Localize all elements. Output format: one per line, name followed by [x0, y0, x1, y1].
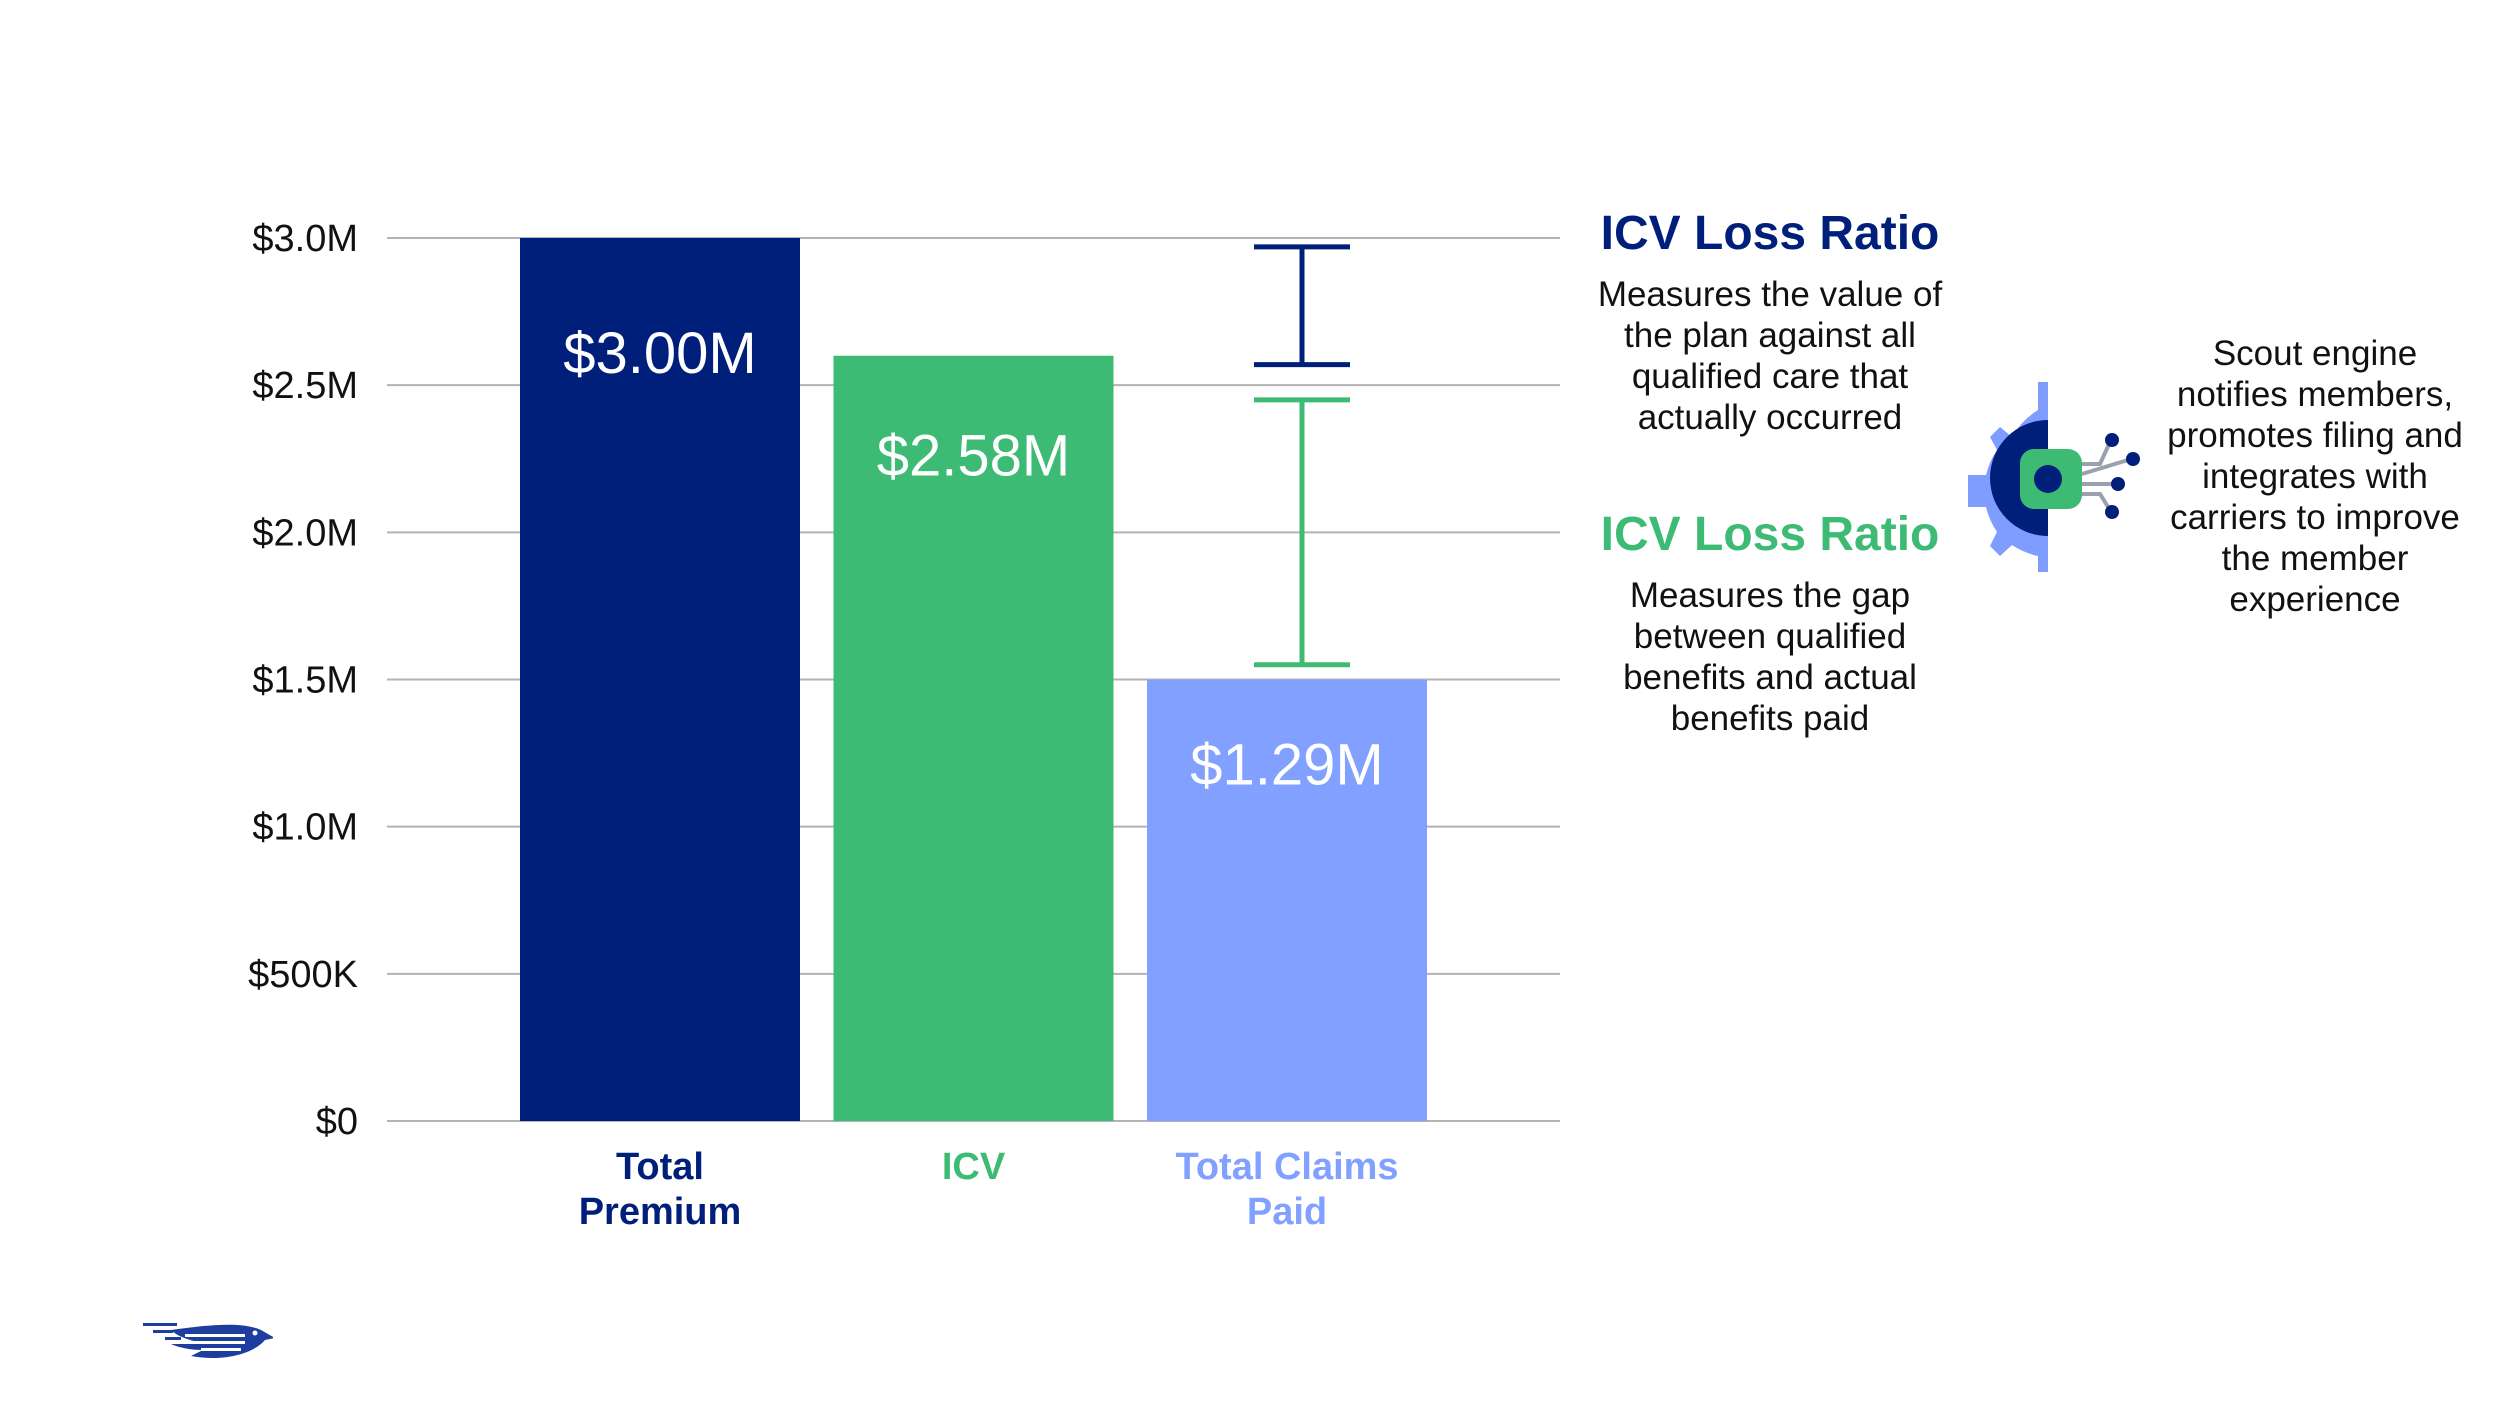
gear-chip-icon: [1968, 382, 2140, 572]
bar-total-premium: [520, 238, 800, 1121]
y-tick-label: $1.0M: [252, 807, 358, 849]
category-label: Premium: [579, 1191, 742, 1233]
icv-loss-ratio-title-navy: ICV Loss Ratio: [1600, 207, 1940, 260]
y-axis-ticks: $0 $500K $1.0M $1.5M $2.0M $2.5M $3.0M: [248, 218, 358, 1143]
y-tick-label: $500K: [248, 954, 358, 996]
icv-loss-ratio-panel-green: ICV Loss Ratio Measures the gap between …: [1560, 507, 1980, 739]
icv-loss-ratio-desc-green: Measures the gap between qualified benef…: [1623, 576, 1917, 738]
data-labels: $3.00M $2.58M $1.29M: [563, 321, 1383, 798]
ratio-brackets: [1254, 244, 1350, 668]
data-label: $2.58M: [877, 424, 1070, 489]
y-tick-label: $0: [316, 1101, 358, 1143]
icv-loss-ratio-title-green: ICV Loss Ratio: [1600, 508, 1940, 561]
bar-total-claims-paid: [1147, 679, 1427, 1121]
bird-logo-icon: [143, 1323, 273, 1358]
icv-loss-ratio-panel-navy: ICV Loss Ratio Measures the value of the…: [1560, 206, 1980, 438]
icv-loss-ratio-desc-navy: Measures the value of the plan against a…: [1597, 275, 1943, 437]
data-label: $3.00M: [563, 321, 756, 386]
data-label: $1.29M: [1190, 733, 1383, 798]
category-label: ICV: [942, 1146, 1006, 1188]
y-tick-label: $3.0M: [252, 218, 358, 260]
scout-engine-description: Scout engine notifies members, promotes …: [2167, 334, 2463, 619]
bar-icv: [833, 355, 1114, 1121]
category-label: Total: [616, 1146, 704, 1188]
y-tick-label: $2.5M: [252, 365, 358, 407]
category-label: Total Claims: [1175, 1146, 1398, 1188]
y-tick-label: $2.0M: [252, 512, 358, 554]
bars: [520, 238, 1427, 1121]
bar-chart: $0$500K$1.0M$1.5M$2.0M$2.5M$3.0M $3.00M$…: [248, 218, 1560, 1233]
y-tick-label: $1.5M: [252, 660, 358, 702]
category-label: Paid: [1247, 1191, 1327, 1233]
